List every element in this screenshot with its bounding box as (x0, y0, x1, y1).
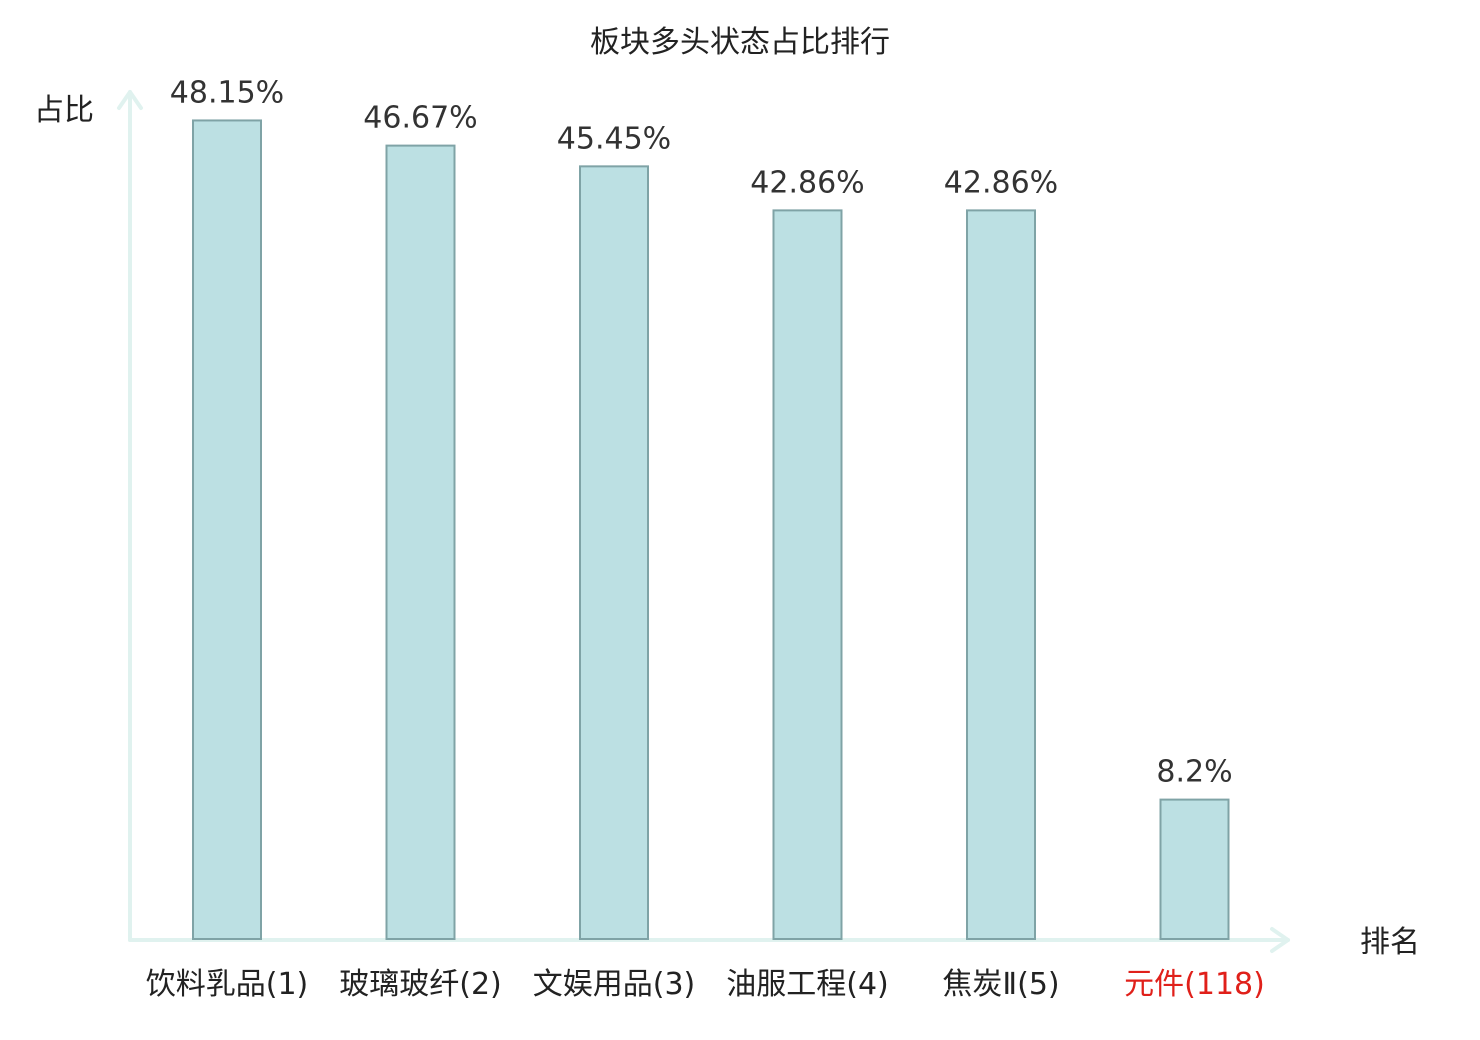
category-tick-label: 饮料乳品(1) (146, 967, 309, 1002)
bar (192, 119, 262, 940)
bar-value-label: 42.86% (750, 165, 864, 200)
y-axis-arrow (117, 90, 143, 110)
bar-value-label: 8.2% (1156, 755, 1232, 790)
category-tick-label: 玻璃玻纤(2) (339, 967, 502, 1002)
bar-value-label: 48.15% (170, 75, 284, 110)
category-tick-label: 焦炭Ⅱ(5) (942, 967, 1059, 1002)
category-tick-label: 元件(118) (1124, 967, 1265, 1002)
bar-value-label: 46.67% (363, 101, 477, 136)
chart-title: 板块多头状态占比排行 (590, 25, 890, 60)
y-axis (117, 90, 143, 942)
bar (966, 209, 1036, 940)
x-axis (128, 927, 1290, 953)
bar (385, 144, 456, 941)
bar (1159, 798, 1230, 940)
category-tick-label: 油服工程(4) (726, 967, 889, 1002)
y-axis-label: 占比 (34, 93, 94, 128)
bar (579, 165, 649, 941)
x-axis-arrow (1270, 927, 1290, 953)
category-tick-label: 文娱用品(3) (533, 967, 696, 1002)
bar-value-label: 42.86% (944, 165, 1058, 200)
bar-value-label: 45.45% (557, 121, 671, 156)
bar (772, 209, 843, 940)
x-axis-label: 排名 (1360, 925, 1420, 960)
bars-group: 48.15% 饮料乳品(1) 46.67% 玻璃玻纤(2) 45.45% 文娱用品(3) 4… (146, 75, 1265, 1002)
